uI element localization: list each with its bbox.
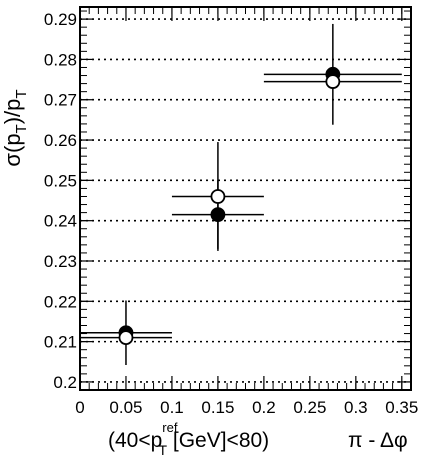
x-tick-label: 0.15 <box>201 398 234 417</box>
y-tick-label: 0.2 <box>53 373 77 392</box>
data-point-open <box>118 330 134 345</box>
y-tick-label: 0.26 <box>44 131 77 150</box>
data-point-open <box>210 189 226 204</box>
x-tick-label: 0 <box>75 398 84 417</box>
x-tick-label: 0.05 <box>109 398 142 417</box>
x-tick-label: 0.2 <box>252 398 276 417</box>
y-tick-label: 0.21 <box>44 333 77 352</box>
y-axis-label-sigma: σ <box>0 153 25 167</box>
annotation-sub: T <box>158 442 167 458</box>
x-tick-label: 0.3 <box>344 398 368 417</box>
annotation: (40<pref T [GeV]<80) <box>108 420 269 458</box>
y-axis-label-sub1: T <box>13 124 30 133</box>
tick-labels: 0.2 0.21 0.22 0.23 0.24 0.25 0.26 0.27 0.28 0.29 0… <box>44 10 418 417</box>
annotation-sup: ref <box>162 420 178 435</box>
y-tick-label: 0.23 <box>44 252 77 271</box>
grid-lines <box>80 18 411 383</box>
y-tick-label: 0.22 <box>44 292 77 311</box>
x-axis-label: π - Δφ <box>348 429 408 452</box>
y-tick-label: 0.29 <box>44 10 77 29</box>
y-tick-label: 0.28 <box>44 50 77 69</box>
x-tick-label: 0.25 <box>293 398 326 417</box>
y-axis-label-sub2: T <box>13 89 30 98</box>
data-series <box>80 23 402 366</box>
series-open-circle <box>80 74 402 345</box>
y-tick-label: 0.25 <box>44 171 77 190</box>
data-point-open <box>325 74 341 89</box>
y-axis-label-open: (p <box>0 133 25 153</box>
x-tick-label: 0.35 <box>385 398 418 417</box>
x-tick-label: 0.1 <box>160 398 184 417</box>
y-tick-label: 0.24 <box>44 212 77 231</box>
y-tick-label: 0.27 <box>44 91 77 110</box>
annotation-pre: (40<p <box>108 429 162 452</box>
annotation-post: [GeV]<80) <box>167 429 269 452</box>
y-axis-label: σ(pT)/pT <box>0 89 30 166</box>
plot-frame <box>79 6 412 391</box>
y-axis-label-mid: )/p <box>0 99 25 125</box>
series-filled-circle <box>80 23 402 366</box>
